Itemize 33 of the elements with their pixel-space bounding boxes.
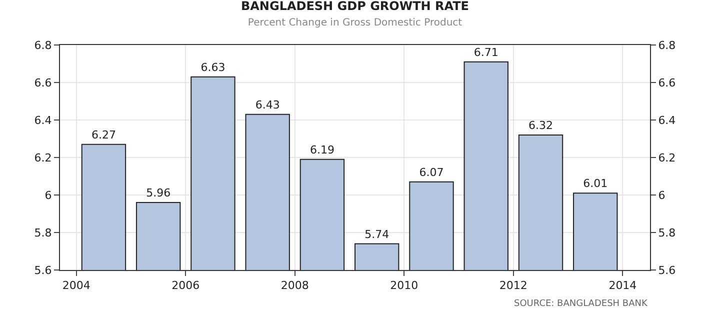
x-tick-label: 2014 (608, 279, 637, 292)
y2-tick-label: 6 (658, 188, 666, 202)
x-tick-label: 2012 (499, 279, 528, 292)
data-label: 6.27 (91, 128, 116, 142)
y2-tick-label: 5.6 (658, 264, 676, 277)
y-tick-label: 5.8 (34, 226, 52, 240)
y-tick-label: 5.6 (34, 264, 52, 277)
data-label: 5.96 (146, 186, 171, 200)
y2-tick-label: 6.8 (658, 38, 676, 52)
data-label: 5.74 (364, 228, 390, 241)
y-tick-label: 6 (44, 188, 52, 202)
y-tick-label: 6.4 (34, 114, 52, 127)
x-tick-label: 2006 (172, 279, 200, 292)
data-label: 6.19 (310, 143, 334, 156)
data-label: 6.43 (255, 98, 280, 112)
y2-tick-label: 6.2 (658, 151, 676, 164)
x-tick-label: 2004 (62, 279, 90, 292)
x-tick-label: 2010 (390, 279, 418, 292)
y-tick-label: 6.6 (34, 76, 52, 90)
x-tick-label: 2008 (280, 279, 309, 292)
y-tick-label: 6.2 (34, 151, 52, 164)
chart-title: BANGLADESH GDP GROWTH RATE (241, 0, 469, 13)
data-label: 6.32 (528, 119, 553, 132)
source-note: SOURCE: BANGLADESH BANK (514, 299, 648, 309)
y-tick-label: 6.8 (34, 38, 52, 52)
y2-tick-label: 6.4 (658, 114, 676, 127)
y2-tick-label: 6.6 (658, 76, 676, 90)
data-label: 6.63 (200, 60, 226, 74)
chart-subtitle: Percent Change in Gross Domestic Product (248, 17, 462, 28)
data-label: 6.71 (474, 46, 498, 59)
data-label: 6.01 (583, 177, 608, 190)
y2-tick-label: 5.8 (658, 226, 676, 240)
data-label: 6.07 (419, 166, 444, 179)
